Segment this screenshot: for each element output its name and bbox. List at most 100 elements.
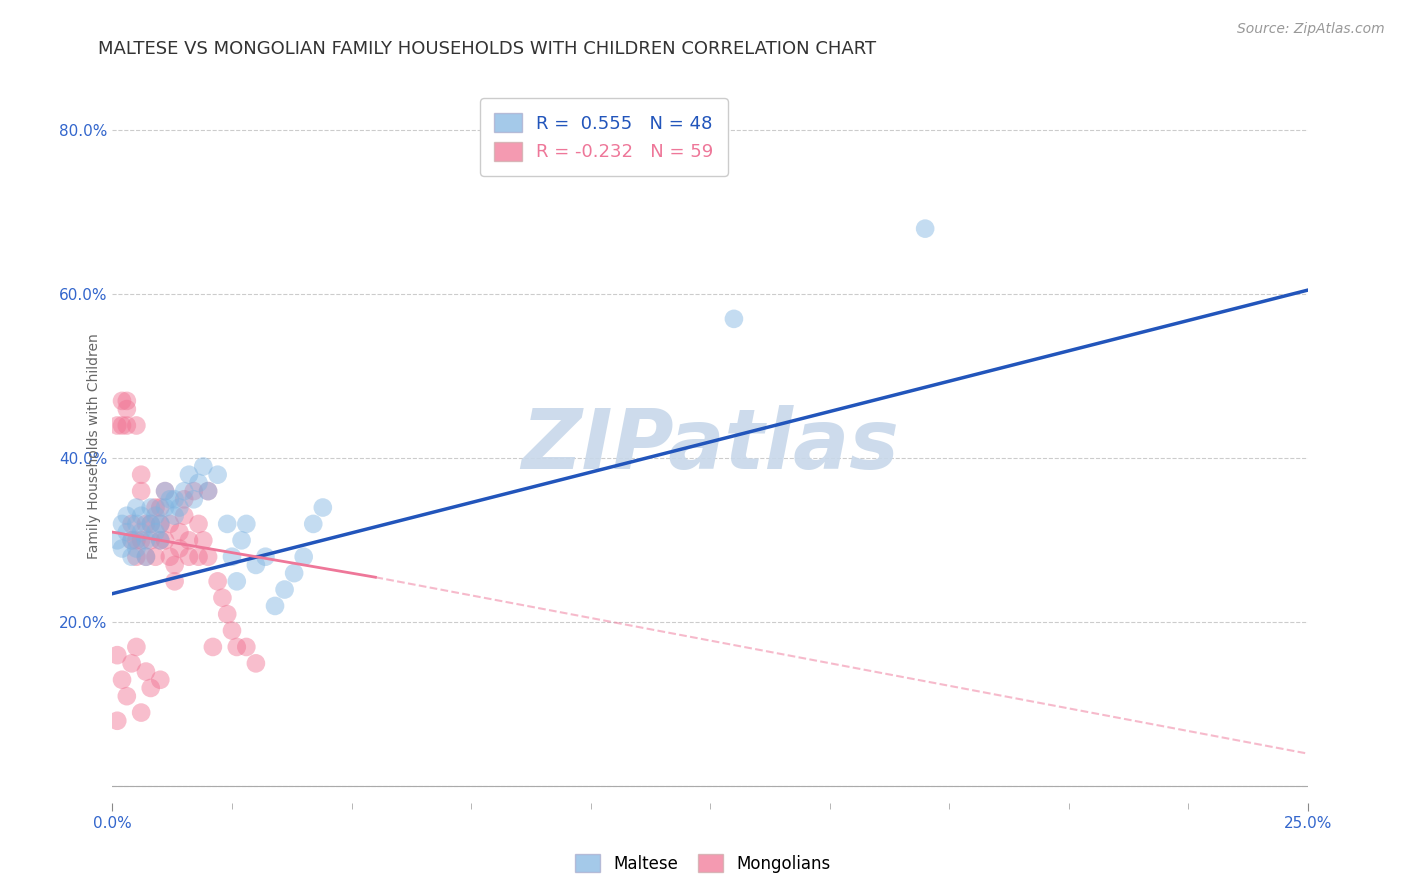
Point: [217, 607, 239, 622]
Point: [145, 508, 167, 523]
Point: [125, 549, 148, 564]
Point: [177, 533, 200, 548]
Legend: Maltese, Mongolians: Maltese, Mongolians: [568, 847, 838, 880]
Point: [173, 508, 195, 523]
Point: [125, 640, 148, 654]
Point: [177, 467, 200, 482]
Point: [121, 657, 143, 671]
Point: [177, 549, 200, 564]
Point: [163, 558, 186, 572]
Point: [139, 500, 162, 515]
Point: [129, 508, 152, 523]
Point: [145, 525, 167, 540]
Point: [115, 393, 138, 408]
Point: [183, 484, 205, 499]
Point: [105, 533, 128, 548]
Point: [221, 624, 243, 638]
Point: [187, 516, 209, 531]
Text: ZIPatlas: ZIPatlas: [522, 406, 898, 486]
Point: [135, 549, 157, 564]
Point: [235, 640, 257, 654]
Text: Source: ZipAtlas.com: Source: ZipAtlas.com: [1237, 22, 1385, 37]
Point: [125, 533, 148, 548]
Point: [231, 533, 253, 548]
Point: [139, 516, 162, 531]
Point: [135, 665, 157, 679]
Y-axis label: Family Households with Children: Family Households with Children: [87, 333, 101, 559]
Point: [217, 516, 239, 531]
Point: [111, 393, 134, 408]
Point: [245, 558, 267, 572]
Point: [245, 657, 267, 671]
Point: [149, 533, 172, 548]
Point: [183, 492, 205, 507]
Point: [111, 516, 134, 531]
Point: [139, 681, 162, 695]
Point: [121, 516, 143, 531]
Point: [129, 533, 152, 548]
Point: [163, 492, 186, 507]
Point: [125, 418, 148, 433]
Point: [115, 525, 138, 540]
Point: [169, 541, 191, 556]
Point: [149, 500, 172, 515]
Point: [111, 418, 134, 433]
Point: [125, 516, 148, 531]
Point: [197, 549, 219, 564]
Point: [153, 500, 176, 515]
Point: [211, 591, 233, 605]
Point: [125, 541, 148, 556]
Point: [139, 516, 162, 531]
Point: [105, 418, 128, 433]
Point: [163, 508, 186, 523]
Point: [149, 533, 172, 548]
Point: [173, 492, 195, 507]
Point: [135, 549, 157, 564]
Point: [235, 516, 257, 531]
Point: [169, 500, 191, 515]
Point: [115, 689, 138, 703]
Point: [193, 533, 215, 548]
Point: [159, 492, 181, 507]
Point: [129, 706, 152, 720]
Point: [129, 467, 152, 482]
Point: [254, 549, 277, 564]
Point: [159, 549, 181, 564]
Point: [149, 516, 172, 531]
Point: [145, 500, 167, 515]
Point: [129, 525, 152, 540]
Point: [145, 549, 167, 564]
Point: [111, 541, 134, 556]
Point: [187, 475, 209, 490]
Point: [115, 418, 138, 433]
Legend: R =  0.555   N = 48, R = -0.232   N = 59: R = 0.555 N = 48, R = -0.232 N = 59: [479, 98, 728, 176]
Point: [207, 574, 229, 589]
Point: [129, 484, 152, 499]
Point: [197, 484, 219, 499]
Point: [159, 516, 181, 531]
Point: [163, 574, 186, 589]
Point: [169, 525, 191, 540]
Point: [193, 459, 215, 474]
Point: [135, 516, 157, 531]
Point: [125, 500, 148, 515]
Point: [292, 549, 315, 564]
Point: [121, 533, 143, 548]
Point: [153, 484, 176, 499]
Point: [221, 549, 243, 564]
Point: [153, 484, 176, 499]
Point: [105, 648, 128, 662]
Point: [264, 599, 287, 613]
Point: [201, 640, 224, 654]
Point: [115, 508, 138, 523]
Point: [115, 402, 138, 417]
Point: [283, 566, 305, 581]
Point: [121, 533, 143, 548]
Point: [273, 582, 295, 597]
Point: [914, 221, 936, 235]
Point: [149, 673, 172, 687]
Point: [121, 549, 143, 564]
Point: [207, 467, 229, 482]
Point: [302, 516, 325, 531]
Point: [105, 714, 128, 728]
